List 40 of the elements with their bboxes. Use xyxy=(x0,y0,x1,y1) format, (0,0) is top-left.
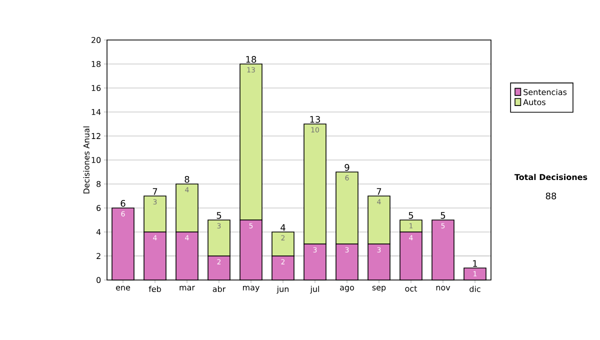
y-tick-label: 2 xyxy=(96,253,100,259)
text: Total Decisiones xyxy=(514,174,588,180)
total-label: 13 xyxy=(310,116,320,123)
total-label: 1 xyxy=(473,260,478,267)
total-label: 4 xyxy=(280,224,286,231)
total-label: 7 xyxy=(152,188,158,195)
y-tick-label: 8 xyxy=(96,180,101,188)
x-tick-label: mar xyxy=(180,286,195,290)
total-label: 18 xyxy=(246,56,256,63)
x-tick-label: dic xyxy=(470,286,480,292)
total-label: 5 xyxy=(408,212,414,219)
y-tick-label: 12 xyxy=(92,133,100,139)
legend-label: Sentencias xyxy=(524,88,567,96)
y-axis-title: Decisiones Anual xyxy=(83,126,90,194)
x-tick-label: abr xyxy=(212,286,226,292)
total-label: 9 xyxy=(344,164,350,171)
legend-label: Autos xyxy=(523,99,546,106)
y-tick-label: 4 xyxy=(96,229,101,235)
y-tick-label: 0 xyxy=(96,276,101,284)
x-tick-label: may xyxy=(243,286,260,292)
y-tick-label: 18 xyxy=(92,60,101,68)
y-tick-label: 6 xyxy=(96,204,101,212)
x-tick-label: ago xyxy=(340,286,354,292)
total-label: 7 xyxy=(376,188,382,195)
x-tick-label: feb xyxy=(148,286,161,292)
y-tick-label: 20 xyxy=(92,36,101,44)
y-tick-label: 14 xyxy=(92,109,101,115)
total-label: 5 xyxy=(216,212,222,219)
x-tick-label: sep xyxy=(372,286,386,292)
text: 88 xyxy=(546,192,556,200)
x-tick-label: nov xyxy=(436,286,450,290)
total-label: 5 xyxy=(440,212,446,219)
total-label: 8 xyxy=(184,176,190,183)
x-tick-label: jun xyxy=(276,286,289,294)
total-label: 6 xyxy=(120,200,126,207)
x-tick-label: oct xyxy=(405,286,418,292)
y-tick-label: 16 xyxy=(92,84,101,92)
x-tick-label: jul xyxy=(310,286,320,294)
y-tick-label: 10 xyxy=(92,156,101,164)
x-tick-label: ene xyxy=(116,286,130,290)
